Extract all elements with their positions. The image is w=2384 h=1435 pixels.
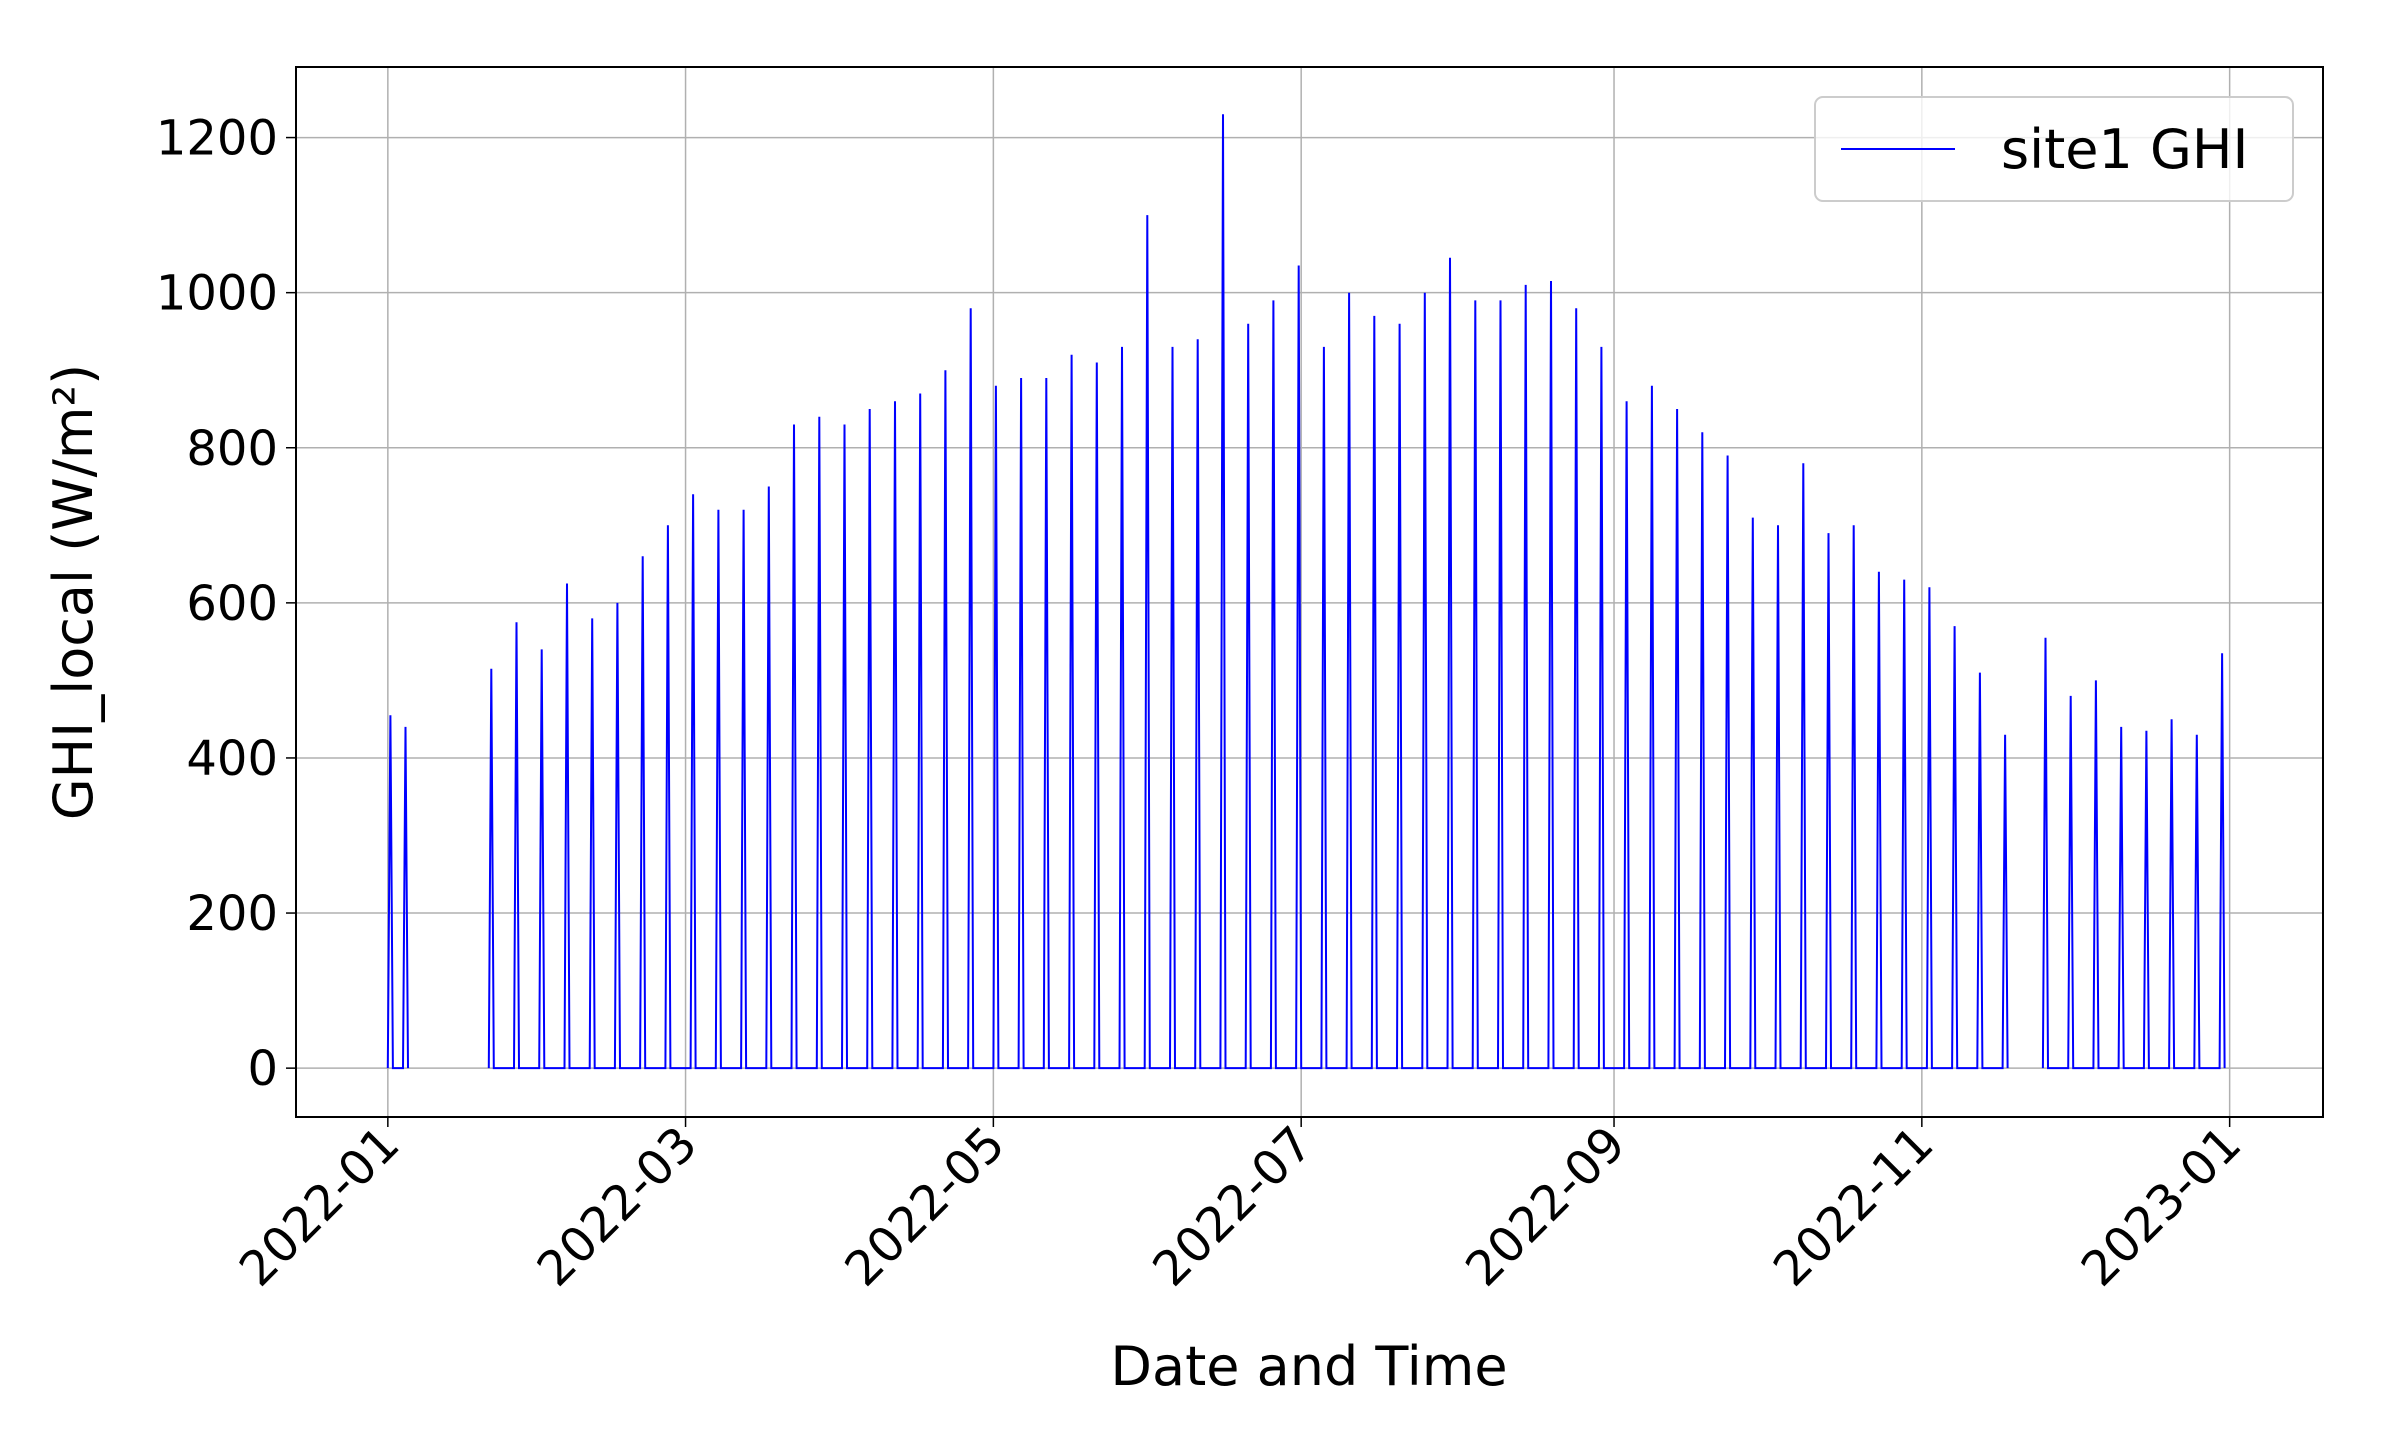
y-tick-label: 600 [186,576,278,632]
x-tick-label: 2022-09 [1455,1116,1636,1297]
x-tick-label: 2023-01 [2071,1116,2252,1297]
y-axis-label: GHI_local (W/m²) [42,364,105,820]
legend-box [1814,96,2294,202]
x-tick-label: 2022-05 [834,1116,1015,1297]
legend-label: site1 GHI [2001,118,2248,181]
y-tick-label: 400 [186,731,278,787]
y-tick-label: 1200 [156,111,278,167]
x-tick-label: 2022-03 [527,1116,708,1297]
x-tick-label: 2022-07 [1142,1116,1323,1297]
x-tick-label: 2022-01 [229,1116,410,1297]
y-tick-label: 0 [247,1041,278,1097]
x-tick-label: 2022-11 [1763,1116,1944,1297]
y-tick-label: 200 [186,886,278,942]
x-axis-label: Date and Time [1110,1335,1507,1398]
plot-frame [295,66,2324,1118]
y-tick-label: 800 [186,421,278,477]
y-tick-label: 1000 [156,266,278,322]
data-line [386,114,2226,1070]
